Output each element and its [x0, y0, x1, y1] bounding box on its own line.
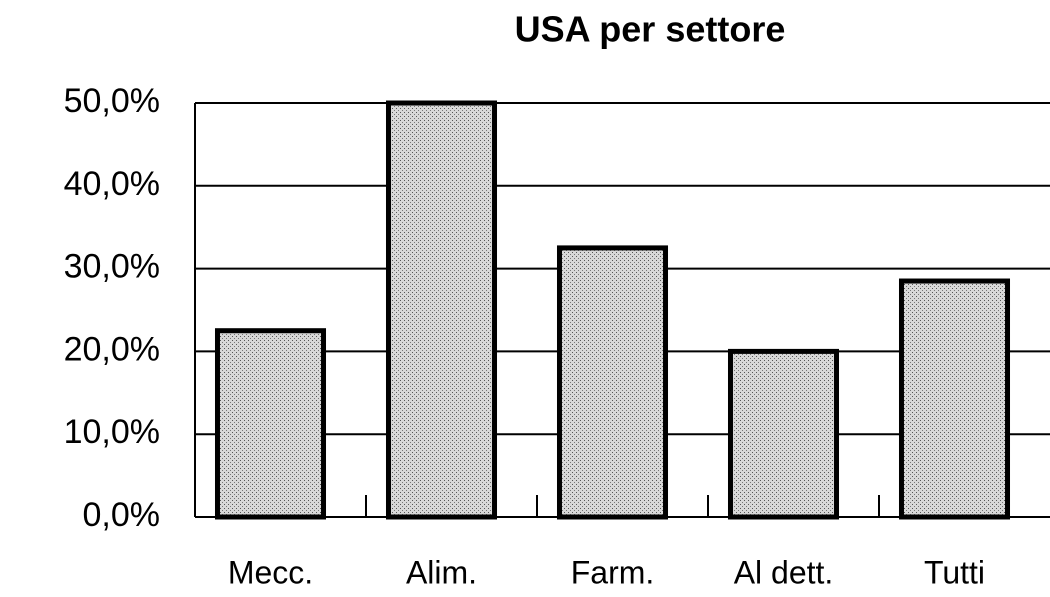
y-tick-label: 0,0%: [83, 496, 161, 534]
y-tick-label: 40,0%: [64, 165, 160, 203]
x-tick-label: Tutti: [924, 554, 985, 590]
bar: [556, 245, 669, 520]
y-tick-label: 10,0%: [64, 413, 160, 451]
x-tick-label: Mecc.: [228, 554, 313, 590]
bar: [727, 348, 840, 520]
y-tick-label: 30,0%: [64, 248, 160, 286]
y-tick-label: 50,0%: [64, 82, 160, 120]
bar: [214, 328, 327, 520]
bar: [385, 100, 498, 520]
bar: [898, 278, 1011, 520]
y-tick-label: 20,0%: [64, 330, 160, 368]
x-tick-label: Al dett.: [734, 554, 834, 590]
x-tick-label: Alim.: [406, 554, 477, 590]
chart-title: USA per settore: [515, 9, 786, 50]
x-tick-label: Farm.: [571, 554, 655, 590]
